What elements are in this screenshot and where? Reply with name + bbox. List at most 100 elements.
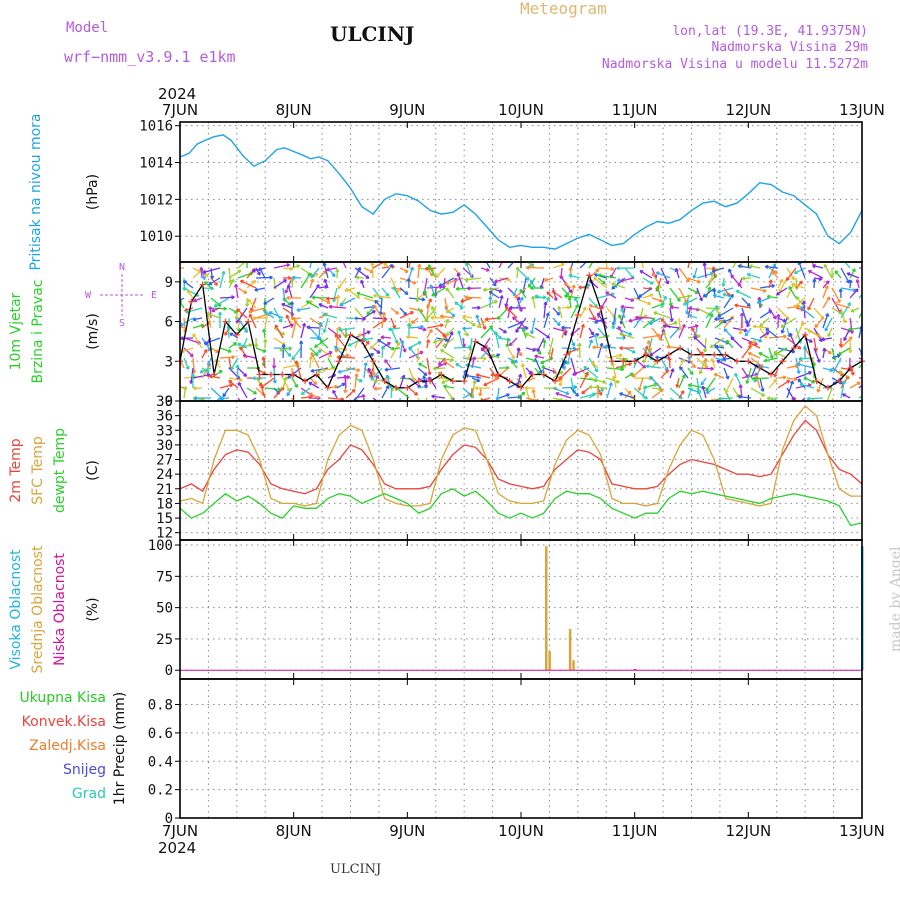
- wind-arrow: [422, 375, 428, 389]
- wind-speed-point: [699, 351, 706, 358]
- wind-arrow-head: [815, 348, 819, 352]
- wind-arrow-shaft: [417, 367, 428, 376]
- wind-arrow-shaft: [686, 297, 689, 315]
- wind-arrow-shaft: [180, 297, 185, 302]
- wind-arrow-shaft: [204, 281, 212, 289]
- wind-arrow: [714, 316, 725, 322]
- wind-arrow-shaft: [777, 307, 790, 320]
- wind-arrow: [786, 304, 801, 309]
- wind-arrow-head: [739, 331, 743, 335]
- wind-arrow: [457, 330, 464, 349]
- wind-arrow-head: [826, 402, 827, 405]
- wind-arrow-shaft: [443, 359, 455, 369]
- wind-arrow-head: [670, 368, 674, 372]
- wind-arrow-shaft: [593, 277, 608, 289]
- wind-arrow-shaft: [354, 267, 361, 279]
- wind-arrow-head: [338, 329, 343, 332]
- wind-arrow-head: [812, 278, 816, 282]
- wind-arrow-shaft: [489, 277, 497, 287]
- wind-arrow-head: [520, 363, 523, 368]
- wind-arrow-shaft: [559, 377, 563, 387]
- wind-arrow: [342, 262, 347, 269]
- wind-arrow: [462, 314, 473, 319]
- wind-arrow: [264, 387, 282, 392]
- wind-arrow-shaft: [778, 277, 788, 293]
- wind-arrow-head: [590, 258, 591, 261]
- wind-arrow-shaft: [183, 347, 194, 358]
- wind-arrow: [662, 323, 680, 329]
- wind-arrow: [337, 367, 356, 374]
- wind-arrow-shaft: [777, 347, 795, 353]
- wind-arrow-shaft: [786, 267, 795, 281]
- wind-arrow: [732, 262, 737, 269]
- wind-arrow-shaft: [722, 293, 734, 299]
- wind-arrow-head: [525, 325, 529, 329]
- x-tick-label-bottom-1: 8JUN: [276, 822, 312, 840]
- wind-arrow-shaft: [687, 262, 690, 269]
- wind-arrow-head: [496, 397, 500, 401]
- wind-arrow-head: [238, 375, 241, 380]
- wind-arrow-head: [763, 288, 767, 292]
- wind-arrow-head: [581, 392, 586, 395]
- wind-arrow: [440, 349, 455, 359]
- wind-arrow-head: [490, 354, 494, 358]
- wind-arrow-shaft: [511, 360, 518, 369]
- wind-arrow: [300, 387, 311, 396]
- wind-arrow-head: [283, 376, 287, 380]
- wind-arrow-shaft: [237, 382, 248, 399]
- wind-arrow: [722, 317, 734, 324]
- wind-arrow-shaft: [597, 277, 606, 285]
- wind-arrow: [531, 389, 536, 399]
- wind-arrow-head: [665, 369, 669, 372]
- wind-speed-point: [290, 371, 297, 378]
- wind-arrow-head: [754, 341, 758, 345]
- wind-arrow: [788, 285, 797, 299]
- wind-arrow: [849, 268, 856, 279]
- wind-arrow-head: [554, 407, 557, 408]
- wind-arrow: [432, 366, 446, 371]
- wind-arrow: [611, 282, 626, 289]
- wind-arrow-head: [539, 350, 542, 355]
- wind-arrow: [822, 367, 834, 373]
- wind-arrow-head: [380, 405, 383, 406]
- wind-arrow: [290, 277, 295, 289]
- wind-arrow-head: [327, 300, 331, 304]
- wind-arrow-shaft: [588, 297, 598, 308]
- wind-arrow-head: [764, 360, 768, 363]
- wind-arrow: [678, 358, 686, 369]
- wind-arrow-shaft: [406, 336, 419, 339]
- wind-arrow-head: [611, 287, 616, 290]
- wind-arrow-shaft: [858, 293, 862, 299]
- wind-arrow-head: [593, 273, 598, 278]
- wind-arrow: [666, 344, 680, 349]
- wind-speed-point: [802, 331, 809, 338]
- wind-arrow-shaft: [561, 357, 566, 370]
- y-tick-label: 0: [165, 663, 173, 679]
- wind-arrow-head: [738, 384, 741, 388]
- wind-arrow-head: [226, 325, 229, 329]
- wind-arrow-shaft: [799, 383, 815, 389]
- wind-arrow: [399, 311, 414, 319]
- wind-arrow: [435, 357, 455, 363]
- wind-arrow-shaft: [840, 287, 857, 292]
- wind-arrow-shaft: [291, 320, 297, 339]
- wind-arrow-head: [361, 394, 366, 397]
- wind-arrow: [515, 317, 527, 333]
- wind-arrow-head: [673, 321, 678, 324]
- wind-arrow-head: [748, 265, 753, 269]
- wind-arrow: [842, 393, 851, 399]
- wind-arrow-shaft: [381, 312, 385, 329]
- wind-arrow: [281, 343, 286, 359]
- wind-arrow-head: [319, 336, 322, 341]
- wind-arrow-shaft: [273, 279, 287, 289]
- wind-arrow-shaft: [751, 377, 770, 380]
- wind-arrow: [390, 317, 397, 329]
- wind-arrow: [218, 396, 230, 401]
- wind-arrow-head: [582, 306, 587, 310]
- wind-arrow-head: [577, 342, 581, 347]
- wind-arrow: [236, 307, 248, 324]
- wind-arrow-head: [411, 321, 416, 324]
- wind-arrow: [771, 270, 779, 279]
- wind-arrow-head: [619, 392, 623, 397]
- wind-arrow: [299, 340, 304, 359]
